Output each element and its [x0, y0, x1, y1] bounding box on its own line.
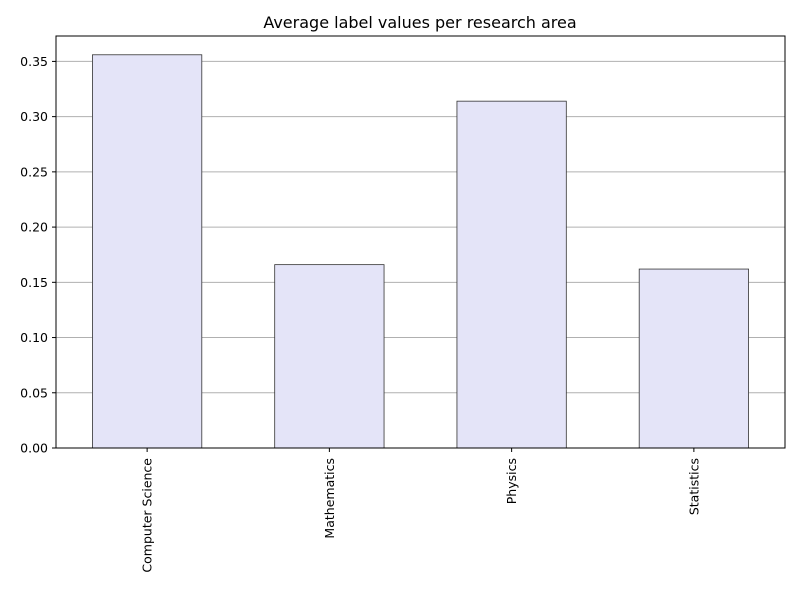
- y-tick-label: 0.20: [20, 220, 48, 235]
- bar-physics: [456, 100, 567, 449]
- plot-frame: [55, 35, 786, 449]
- bars: [92, 54, 749, 449]
- x-axis-ticks: Computer Science Mathematics Physics Statis…: [140, 448, 701, 573]
- x-tick-label: Computer Science: [140, 458, 155, 573]
- axes: [55, 35, 786, 449]
- y-tick-label: 0.15: [20, 275, 48, 290]
- chart-title: Average label values per research area: [263, 13, 576, 32]
- x-tick-label: Statistics: [686, 458, 701, 515]
- y-tick-label: 0.30: [20, 109, 48, 124]
- bar-mathematics: [274, 264, 385, 449]
- y-axis-ticks: 0.00 0.05 0.10 0.15 0.20 0.25 0.30 0.35: [20, 54, 56, 456]
- bar-computer-science: [92, 54, 203, 449]
- x-tick-label: Physics: [504, 458, 519, 504]
- x-tick-label: Mathematics: [322, 458, 337, 539]
- y-tick-label: 0.00: [20, 441, 48, 456]
- y-tick-label: 0.25: [20, 164, 48, 179]
- y-tick-label: 0.05: [20, 385, 48, 400]
- y-tick-label: 0.35: [20, 54, 48, 69]
- bar-statistics: [638, 268, 749, 449]
- y-tick-label: 0.10: [20, 330, 48, 345]
